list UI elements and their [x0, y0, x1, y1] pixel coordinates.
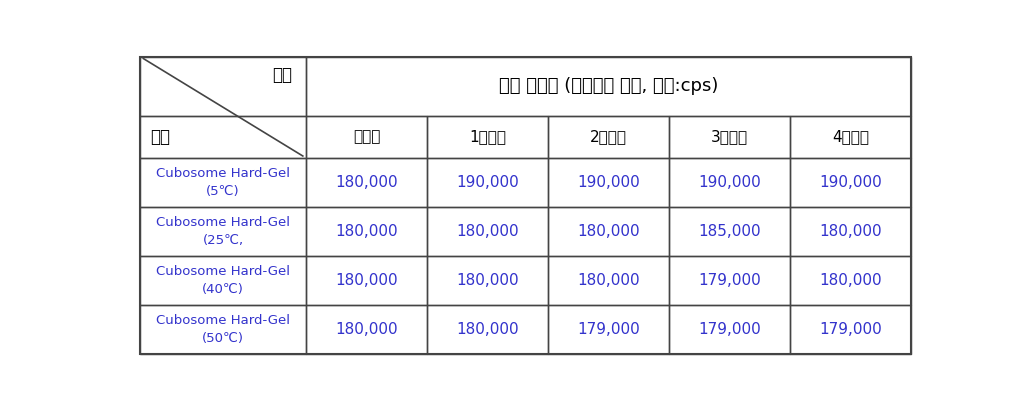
Text: 기간: 기간 — [272, 66, 291, 83]
Bar — [669, 158, 790, 207]
Text: 180,000: 180,000 — [457, 322, 519, 337]
Text: 180,000: 180,000 — [457, 273, 519, 288]
Bar — [141, 207, 306, 256]
Text: 3주경과: 3주경과 — [711, 129, 748, 144]
Bar — [141, 116, 306, 158]
Text: 190,000: 190,000 — [699, 175, 761, 190]
Text: 1주경과: 1주경과 — [469, 129, 506, 144]
Bar — [790, 207, 911, 256]
Text: Cubosome Hard-Gel
(50℃): Cubosome Hard-Gel (50℃) — [156, 314, 290, 345]
Bar — [669, 207, 790, 256]
Text: 180,000: 180,000 — [336, 322, 398, 337]
Bar — [141, 305, 306, 354]
Text: 180,000: 180,000 — [336, 224, 398, 239]
Text: 2주경과: 2주경과 — [590, 129, 627, 144]
Text: 179,000: 179,000 — [578, 322, 640, 337]
Bar — [427, 158, 548, 207]
Text: 179,000: 179,000 — [820, 322, 882, 337]
Text: 180,000: 180,000 — [820, 224, 882, 239]
Bar — [306, 116, 427, 158]
Text: 179,000: 179,000 — [699, 322, 761, 337]
Bar — [790, 158, 911, 207]
Text: 180,000: 180,000 — [457, 224, 519, 239]
Text: Cubosome Hard-Gel
(25℃,: Cubosome Hard-Gel (25℃, — [156, 216, 290, 247]
Text: 190,000: 190,000 — [578, 175, 640, 190]
Bar — [306, 207, 427, 256]
Bar — [669, 116, 790, 158]
Bar — [790, 305, 911, 354]
Bar — [669, 305, 790, 354]
Bar — [306, 256, 427, 305]
Bar — [141, 158, 306, 207]
Bar — [548, 207, 669, 256]
Text: 4주경과: 4주경과 — [832, 129, 869, 144]
Bar — [669, 256, 790, 305]
Text: Cubosome Hard-Gel
(40℃): Cubosome Hard-Gel (40℃) — [156, 265, 290, 296]
Bar — [548, 305, 669, 354]
Bar — [141, 256, 306, 305]
Bar — [427, 256, 548, 305]
Bar — [306, 57, 911, 116]
Text: 시료: 시료 — [150, 128, 169, 146]
Text: 180,000: 180,000 — [578, 273, 640, 288]
Text: 190,000: 190,000 — [457, 175, 519, 190]
Text: 180,000: 180,000 — [578, 224, 640, 239]
Text: 185,000: 185,000 — [699, 224, 761, 239]
Bar — [306, 158, 427, 207]
Bar — [548, 116, 669, 158]
Bar — [790, 116, 911, 158]
Text: 투입전: 투입전 — [353, 129, 381, 144]
Bar — [427, 207, 548, 256]
Bar — [306, 305, 427, 354]
Bar — [548, 158, 669, 207]
Bar — [548, 256, 669, 305]
Text: 180,000: 180,000 — [336, 175, 398, 190]
Text: 179,000: 179,000 — [699, 273, 761, 288]
Bar — [427, 116, 548, 158]
Text: 180,000: 180,000 — [336, 273, 398, 288]
Text: 경시 안정성 (점도측정 결과, 단위:cps): 경시 안정성 (점도측정 결과, 단위:cps) — [499, 77, 718, 96]
Text: 190,000: 190,000 — [820, 175, 882, 190]
Text: Cubosome Hard-Gel
(5℃): Cubosome Hard-Gel (5℃) — [156, 167, 290, 198]
Bar — [790, 256, 911, 305]
Text: 180,000: 180,000 — [820, 273, 882, 288]
Bar — [141, 57, 306, 116]
Bar — [427, 305, 548, 354]
